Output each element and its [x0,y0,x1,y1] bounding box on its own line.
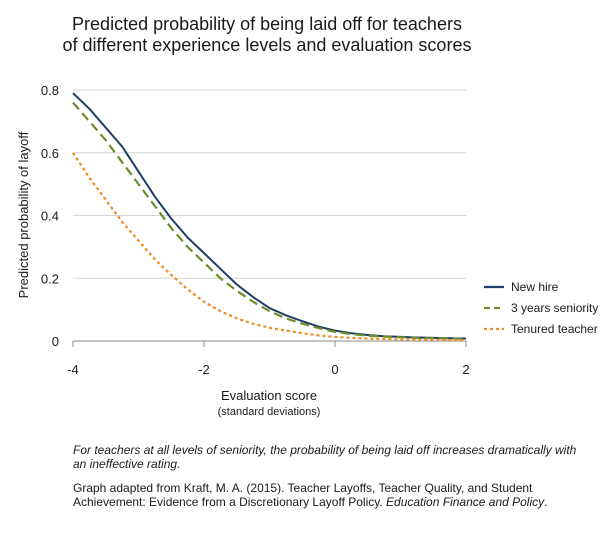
legend-label: 3 years seniority [511,301,598,315]
x-tick-label: -2 [198,362,210,377]
y-tick-label: 0.4 [41,209,59,224]
x-tick-label: 2 [462,362,469,377]
series-line-2 [72,101,467,340]
chart-source: Graph adapted from Kraft, M. A. (2015). … [73,481,593,509]
series-line-3 [72,152,466,342]
x-axis-sublabel: (standard deviations) [218,406,321,418]
x-tick-label: 0 [331,362,338,377]
source-text: Graph adapted from Kraft, M. A. (2015). … [73,481,533,509]
y-axis-label: Predicted probability of layoff [16,131,31,298]
x-tick-label: -4 [67,362,79,377]
y-tick-label: 0 [52,334,59,349]
y-tick-label: 0.8 [41,83,59,98]
legend-label: Tenured teacher [511,322,598,336]
chart-note: For teachers at all levels of seniority,… [73,443,577,471]
source-journal: Education Finance and Policy [386,495,545,509]
chart-title-line: of different experience levels and evalu… [63,35,472,55]
source-end: . [544,495,548,509]
chart-title-line: Predicted probability of being laid off … [72,14,462,34]
y-tick-label: 0.6 [41,146,59,161]
chart: Predicted probability of being laid off … [16,14,598,418]
x-axis-label: Evaluation score [221,388,317,403]
y-tick-label: 0.2 [41,271,59,286]
legend-label: New hire [511,280,559,294]
